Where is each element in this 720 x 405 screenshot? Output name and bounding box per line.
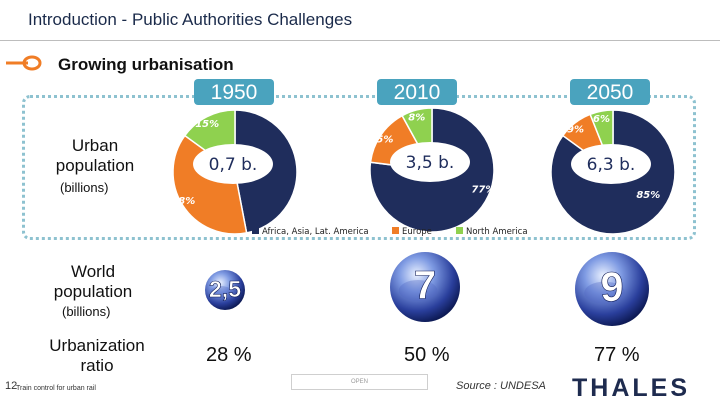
pie-label-1950-0: 47% [299,165,324,176]
legend-label-1: Europe [402,227,432,237]
globe-continent-shape [584,281,625,304]
urban-population-panel [22,95,696,240]
pie-label-2050-0: 85% [636,190,660,201]
world-population-globe-1950: 2,5 [205,270,245,310]
legend-swatch-2 [456,227,463,234]
pie-label-2010-2: 8% [408,113,425,124]
pie-label-2050-2: 6% [593,114,610,125]
globe-continent-shape [398,280,438,301]
ratio-label-line1: Urbanization [49,336,145,355]
pie-center-1950 [193,144,273,184]
chart-legend: Africa, Asia, Lat. America Europe North Am… [252,227,528,237]
legend-label-0: Africa, Asia, Lat. America [262,227,369,237]
pie-slice-1950-1 [172,134,248,235]
ratio-label-line2: ratio [80,356,114,375]
page-title: Introduction - Public Authorities Challe… [28,10,353,29]
legend-label-2: North America [466,227,528,237]
world-label-line2: population [53,282,133,301]
source-note: Source : UNDESA [456,380,546,392]
urban-label-line1: Urban [71,136,119,155]
year-header-2050: 2050 [570,79,650,105]
pie-2010: 77% 15% 8% 3,5 b. [369,107,495,233]
classification-box: OPEN [291,374,428,390]
header-divider [0,40,720,41]
world-population-value-1950: 2,5 [209,276,241,302]
urbanization-ratio-1950: 28 % [206,344,252,366]
urbanization-ratio-2050: 77 % [594,344,640,366]
section-subtitle: Growing urbanisation [58,55,234,74]
urbanization-ratio-2010: 50 % [404,344,450,366]
page-number: 12 [5,380,18,392]
world-label-line1: World [70,262,116,281]
year-header-2010: 2010 [377,79,457,105]
pie-1950: 47% 38% 15% 0,7 b. [171,109,324,235]
bullet-icon [6,55,42,71]
pie-label-2010-1: 15% [369,135,393,146]
pie-center-2010 [390,142,470,182]
urban-population-unit: (billions) [60,180,109,195]
pie-label-2010-0: 77% [471,184,495,195]
world-population-value-2010: 7 [414,263,436,308]
footer-text: Train control for urban rail [16,385,96,392]
pie-label-2050-1: 9% [567,124,584,135]
globe-continent-shape [210,286,232,298]
pie-label-1950-1: 38% [171,196,195,207]
world-population-globe-2010: 7 [390,252,460,322]
globe-icon [390,252,460,322]
urban-label-line2: population [55,156,135,175]
world-population-globe-2050: 9 [575,252,649,326]
pie-center-label-2050: 6,3 b. [587,155,636,175]
globe-icon [205,270,245,310]
pie-center-label-1950: 0,7 b. [209,155,258,175]
world-population-value-2050: 9 [600,263,623,310]
pie-center-2050 [571,144,651,184]
thales-logo: THALES [572,374,690,402]
pie-center-label-2010: 3,5 b. [406,153,455,173]
pie-2050: 85% 9% 6% 6,3 b. [550,109,676,235]
legend-swatch-0 [252,227,259,234]
world-population-unit: (billions) [62,304,111,319]
year-header-1950: 1950 [194,79,274,105]
globe-icon [575,252,649,326]
world-population-label: World population [38,262,148,302]
urban-population-label: Urban population [40,136,150,176]
legend-swatch-1 [392,227,399,234]
urbanization-ratio-label: Urbanization ratio [32,336,162,376]
pie-label-1950-2: 15% [195,119,219,130]
